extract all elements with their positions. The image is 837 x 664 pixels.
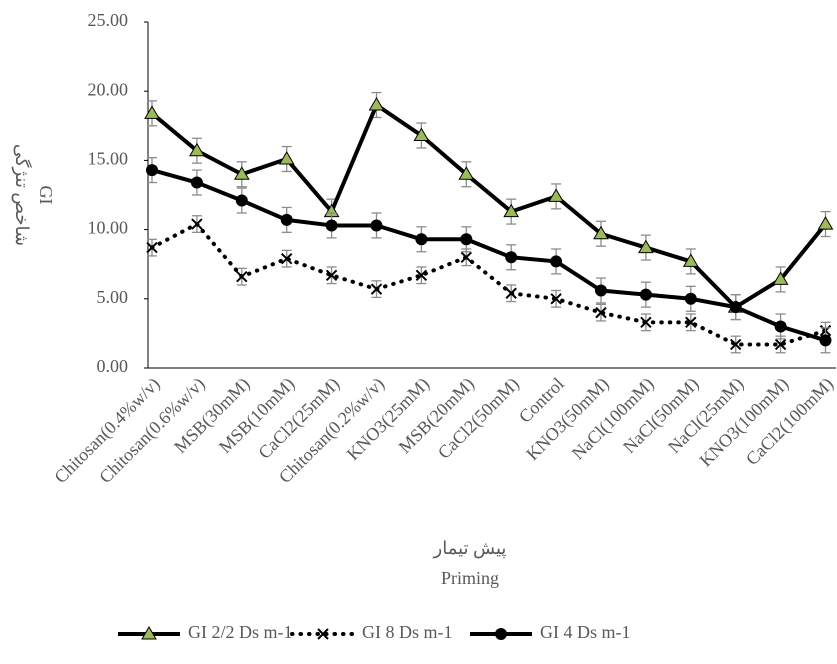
legend-label: GI 2/2 Ds m-1 <box>188 622 293 642</box>
data-point <box>503 203 520 218</box>
x-axis-title: پیش تیمار <box>433 538 507 559</box>
data-point <box>550 293 562 305</box>
data-point <box>595 284 607 297</box>
data-point <box>548 188 564 202</box>
data-point <box>458 166 475 180</box>
y-axis-title: شاخص تنژگی <box>11 144 33 246</box>
data-point <box>368 97 385 111</box>
series-line <box>151 168 827 343</box>
data-point <box>640 316 652 329</box>
data-point <box>772 271 789 285</box>
data-point <box>325 269 338 281</box>
data-point <box>550 255 563 268</box>
data-point <box>191 218 203 230</box>
legend-marker <box>495 628 507 640</box>
data-point <box>235 194 248 207</box>
data-point <box>774 338 787 351</box>
data-point <box>729 301 742 314</box>
legend-marker <box>317 628 329 640</box>
data-point <box>190 176 203 189</box>
data-point <box>413 127 430 141</box>
data-point <box>593 225 609 240</box>
y-axis-title: GI <box>36 186 56 205</box>
data-point <box>233 166 250 180</box>
y-tick-label: 25.00 <box>88 10 129 30</box>
data-point <box>729 338 742 351</box>
data-point <box>638 239 654 254</box>
data-point <box>819 334 832 347</box>
y-tick-label: 20.00 <box>88 79 129 99</box>
legend-label: GI 4 Ds m-1 <box>540 622 631 642</box>
x-tick-label: CaCl2(50mM) <box>434 374 524 464</box>
data-point <box>415 269 428 281</box>
data-point <box>505 287 517 299</box>
legend-marker <box>141 626 157 640</box>
data-point <box>685 316 697 329</box>
y-tick-label: 5.00 <box>97 287 129 307</box>
data-point <box>682 253 699 267</box>
data-point <box>639 288 652 301</box>
data-point <box>325 219 338 232</box>
y-tick-label: 10.00 <box>88 218 129 238</box>
data-point <box>144 105 160 119</box>
y-tick-label: 0.00 <box>97 356 129 376</box>
data-point <box>684 292 697 305</box>
data-point <box>595 306 607 319</box>
y-tick-label: 15.00 <box>88 149 129 169</box>
data-point <box>460 233 473 246</box>
data-point <box>460 251 473 263</box>
data-point <box>505 251 518 264</box>
data-point <box>774 320 787 333</box>
data-point <box>280 213 293 226</box>
series-line <box>150 222 828 347</box>
data-point <box>415 233 428 246</box>
data-point <box>817 216 834 230</box>
data-point <box>146 241 158 254</box>
data-point <box>236 270 248 283</box>
series-line <box>150 103 828 310</box>
data-point <box>146 164 158 177</box>
x-axis-title: Priming <box>441 568 499 588</box>
data-point <box>370 283 383 295</box>
data-point <box>370 219 383 232</box>
legend-label: GI 8 Ds m-1 <box>362 622 453 642</box>
data-point <box>280 252 293 265</box>
data-point <box>189 142 205 157</box>
data-point <box>278 151 295 165</box>
